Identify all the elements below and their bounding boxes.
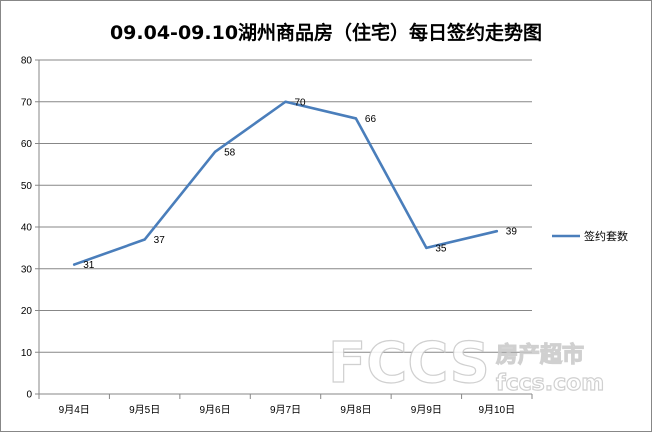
data-point <box>73 263 76 266</box>
legend: 签约套数 <box>552 229 628 243</box>
x-tick-label: 9月4日 <box>59 404 90 416</box>
x-tick-label: 9月10日 <box>478 404 515 416</box>
series-lines <box>72 100 499 266</box>
data-point <box>425 246 428 250</box>
x-tick-label: 9月6日 <box>200 404 231 416</box>
data-label: 37 <box>154 235 166 246</box>
watermark-brand-text: 房产超市 <box>496 342 584 368</box>
data-point <box>284 100 287 103</box>
y-tick-label: 60 <box>21 139 33 150</box>
y-tick-label: 30 <box>21 264 33 275</box>
y-tick-label: 10 <box>21 348 33 359</box>
data-label: 35 <box>435 243 447 254</box>
y-tick-label: 70 <box>21 97 33 108</box>
y-tick-label: 50 <box>21 181 33 192</box>
x-tick-label: 9月7日 <box>270 404 301 416</box>
data-point <box>213 150 217 154</box>
data-point <box>354 117 358 120</box>
data-point <box>495 229 498 233</box>
x-tick-label: 9月9日 <box>411 404 442 416</box>
y-tick-labels: 0 10 20 30 40 50 60 70 80 <box>21 56 33 401</box>
x-tick-labels: 9月4日 9月5日 9月6日 9月7日 9月8日 9月9日 9月10日 <box>59 404 515 416</box>
data-label: 66 <box>365 114 377 125</box>
y-tick-label: 40 <box>21 223 33 234</box>
chart-title: 09.04-09.10湖州商品房（住宅）每日签约走势图 <box>109 22 543 44</box>
series-line-签约套数 <box>72 100 499 266</box>
data-label: 31 <box>83 260 95 271</box>
watermark-url-text: fccs.com <box>496 371 604 396</box>
axes <box>35 59 533 399</box>
data-label: 39 <box>506 227 518 238</box>
x-tick-label: 9月5日 <box>129 404 160 416</box>
data-label: 70 <box>295 97 307 108</box>
y-tick-label: 20 <box>21 306 33 317</box>
y-tick-label: 0 <box>26 390 32 401</box>
x-tick-label: 9月8日 <box>340 404 371 416</box>
legend-label: 签约套数 <box>584 229 628 243</box>
watermark-logo-text: FCCS <box>328 331 490 396</box>
data-label: 58 <box>224 147 236 158</box>
fccs-watermark-logo: FCCS 房产超市 fccs.com <box>328 330 605 396</box>
y-tick-label: 80 <box>21 56 33 67</box>
data-point <box>143 238 146 241</box>
data-labels: 31 37 58 70 66 35 39 <box>83 97 517 271</box>
gridlines <box>39 59 532 353</box>
